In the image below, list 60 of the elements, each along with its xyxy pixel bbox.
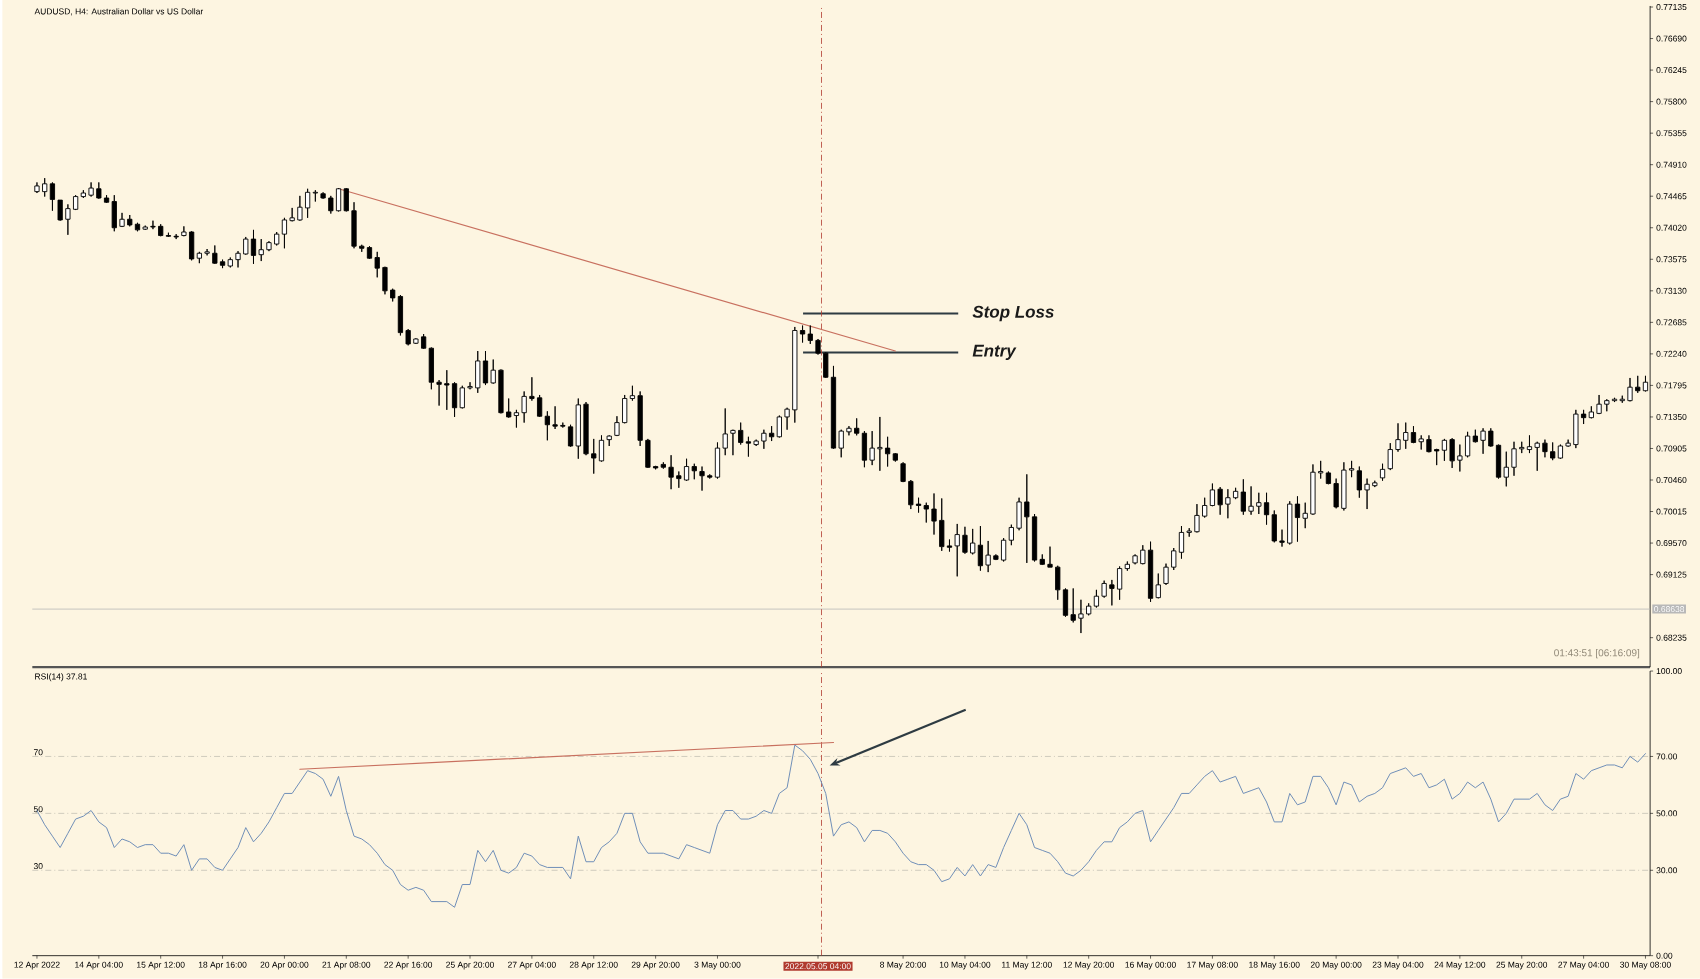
y-tick-label: 0.72240 [1656, 351, 1687, 358]
y-tick-label: 0.70015 [1656, 508, 1687, 515]
y-tick-label: 0.71795 [1656, 382, 1687, 389]
ref-line-label: 50 [33, 806, 43, 813]
x-tick-label: 14 Apr 04:00 [75, 961, 123, 970]
y-tick-label: 0.74465 [1656, 193, 1687, 200]
x-tick-label: 22 Apr 16:00 [384, 961, 433, 970]
ref-line-label: 0.68638 [1654, 606, 1685, 613]
y-tick-label: 0.76245 [1656, 67, 1687, 74]
y-tick-label: 0.73575 [1656, 256, 1687, 263]
ref-line-label: 70 [33, 749, 43, 756]
y-tick-label: 0.69570 [1656, 540, 1687, 547]
chart-title: RSI(14) 37.81 [35, 673, 87, 682]
y-tick-label: 70.00 [1656, 753, 1678, 760]
annotation: 01:43:51 [06:16:09] [1554, 649, 1640, 659]
x-tick-label: 12 Apr 2022 [14, 961, 60, 970]
y-tick-label: 0.76690 [1656, 35, 1687, 42]
x-tick-label: 23 May 04:00 [1372, 961, 1424, 970]
x-tick-label: 27 May 04:00 [1558, 961, 1609, 970]
ref-line-label: Entry [972, 345, 1017, 361]
x-tick-label: 15 Apr 12:00 [137, 961, 185, 970]
y-tick-label: 30.00 [1656, 867, 1678, 874]
x-tick-label: 11 May 12:00 [1002, 961, 1052, 970]
x-tick-label: 21 Apr 08:00 [322, 961, 371, 970]
x-tick-label: 2022.05.05 04:00 [785, 963, 851, 970]
x-tick-label: 16 May 00:00 [1125, 961, 1176, 970]
y-tick-label: 0.74910 [1656, 161, 1687, 168]
y-tick-label: 0.77135 [1656, 4, 1687, 11]
y-tick-label: 0.72685 [1656, 319, 1687, 326]
chart-title: AUDUSD, H4: Australian Dollar vs US Dollar [34, 8, 204, 16]
x-tick-label: 20 May 00:00 [1310, 961, 1362, 970]
x-tick-label: 3 May 00:00 [694, 961, 741, 970]
y-tick-label: 0.69125 [1656, 571, 1687, 578]
x-tick-label: 20 Apr 00:00 [260, 961, 309, 970]
x-tick-label: 24 May 12:00 [1434, 961, 1486, 970]
ref-line-label: Stop Loss [972, 305, 1054, 322]
y-tick-label: 0.74020 [1656, 224, 1687, 231]
x-tick-label: 29 Apr 20:00 [631, 961, 680, 970]
ref-line-label: 30 [33, 863, 43, 870]
y-tick-label: 0.70460 [1656, 477, 1687, 484]
y-tick-label: 0.00 [1656, 952, 1673, 959]
x-tick-label: 25 Apr 20:00 [446, 961, 494, 970]
y-tick-label: 0.68235 [1656, 634, 1687, 641]
x-tick-label: 30 May 08:00 [1620, 961, 1671, 970]
y-tick-label: 0.75355 [1656, 130, 1687, 137]
x-tick-label: 28 Apr 12:00 [569, 961, 618, 970]
y-tick-label: 100.00 [1656, 668, 1682, 675]
y-tick-label: 0.73130 [1656, 287, 1687, 294]
y-tick-label: 0.75800 [1656, 98, 1687, 105]
y-tick-label: 0.70905 [1656, 445, 1687, 452]
x-tick-label: 27 Apr 04:00 [508, 961, 556, 970]
y-tick-label: 50.00 [1656, 810, 1678, 817]
x-tick-label: 18 May 16:00 [1249, 961, 1300, 970]
x-tick-label: 17 May 08:00 [1187, 961, 1238, 970]
x-tick-label: 10 May 04:00 [939, 961, 991, 970]
y-tick-label: 0.71350 [1656, 414, 1687, 421]
x-tick-label: 8 May 20:00 [880, 961, 927, 970]
x-tick-label: 25 May 20:00 [1496, 961, 1548, 970]
x-tick-label: 18 Apr 16:00 [198, 961, 247, 970]
x-tick-label: 12 May 20:00 [1063, 961, 1115, 970]
